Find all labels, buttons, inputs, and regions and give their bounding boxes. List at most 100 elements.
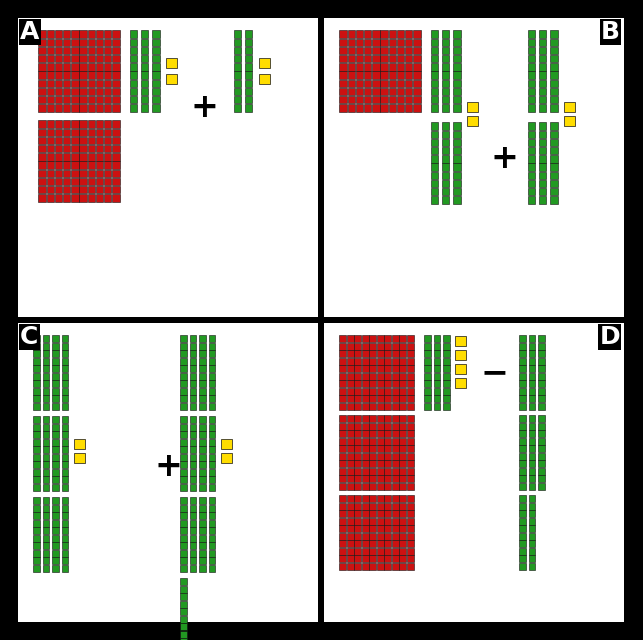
- Bar: [354, 460, 361, 467]
- Bar: [362, 372, 368, 380]
- Bar: [424, 403, 431, 410]
- Bar: [388, 71, 396, 79]
- Bar: [112, 79, 120, 87]
- Bar: [39, 30, 46, 38]
- Bar: [529, 388, 535, 395]
- Bar: [141, 88, 149, 95]
- Bar: [529, 335, 535, 342]
- Bar: [39, 79, 46, 87]
- Bar: [354, 335, 361, 342]
- Bar: [209, 469, 215, 476]
- Bar: [39, 170, 46, 177]
- Bar: [96, 129, 104, 136]
- Bar: [385, 403, 391, 410]
- Bar: [112, 71, 120, 79]
- Bar: [528, 139, 535, 146]
- Bar: [180, 550, 186, 557]
- Bar: [209, 505, 215, 511]
- Bar: [550, 88, 557, 95]
- Bar: [180, 638, 186, 640]
- Bar: [340, 438, 346, 445]
- Bar: [372, 63, 379, 70]
- Bar: [424, 358, 431, 365]
- Bar: [245, 63, 253, 70]
- Bar: [52, 497, 59, 504]
- Bar: [245, 104, 253, 111]
- Bar: [209, 335, 215, 342]
- Bar: [340, 388, 346, 395]
- Bar: [33, 535, 40, 541]
- Bar: [180, 417, 186, 423]
- Bar: [529, 343, 535, 349]
- Bar: [33, 520, 40, 527]
- Bar: [190, 527, 196, 534]
- Bar: [356, 104, 363, 111]
- Bar: [62, 565, 68, 572]
- Bar: [39, 71, 46, 79]
- Bar: [190, 358, 196, 365]
- Bar: [397, 47, 404, 54]
- Bar: [112, 178, 120, 185]
- Bar: [369, 503, 376, 509]
- Bar: [96, 137, 104, 144]
- Bar: [397, 55, 404, 63]
- Bar: [377, 503, 384, 509]
- Bar: [399, 468, 406, 475]
- Bar: [63, 104, 71, 111]
- Bar: [52, 358, 59, 365]
- Bar: [369, 335, 376, 342]
- Bar: [55, 30, 62, 38]
- Bar: [209, 373, 215, 380]
- Bar: [209, 403, 215, 410]
- Bar: [385, 563, 391, 570]
- Bar: [71, 129, 78, 136]
- Bar: [180, 609, 186, 615]
- Bar: [190, 461, 196, 468]
- Bar: [528, 163, 535, 171]
- Bar: [369, 372, 376, 380]
- Bar: [234, 88, 241, 95]
- Bar: [46, 30, 54, 38]
- Bar: [431, 147, 439, 154]
- Bar: [453, 47, 460, 54]
- Bar: [55, 71, 62, 79]
- Bar: [245, 55, 253, 62]
- Bar: [392, 483, 399, 490]
- Bar: [87, 153, 95, 161]
- Bar: [399, 365, 406, 372]
- Bar: [550, 188, 557, 195]
- Bar: [79, 129, 87, 136]
- Bar: [112, 96, 120, 104]
- Bar: [407, 532, 413, 540]
- Bar: [424, 396, 431, 402]
- Bar: [79, 186, 87, 193]
- Bar: [529, 525, 535, 532]
- Bar: [63, 129, 71, 136]
- Bar: [340, 380, 346, 387]
- Bar: [362, 423, 368, 429]
- Bar: [529, 548, 535, 555]
- Bar: [385, 460, 391, 467]
- Bar: [199, 527, 206, 534]
- Bar: [356, 63, 363, 70]
- Bar: [39, 153, 46, 161]
- Bar: [399, 563, 406, 570]
- Bar: [199, 454, 206, 461]
- Bar: [209, 527, 215, 534]
- Bar: [199, 388, 206, 395]
- Bar: [112, 47, 120, 54]
- Bar: [431, 180, 439, 187]
- Bar: [550, 38, 557, 46]
- Bar: [209, 542, 215, 549]
- Bar: [96, 30, 104, 38]
- Bar: [39, 96, 46, 104]
- Bar: [71, 194, 78, 202]
- Bar: [369, 532, 376, 540]
- Bar: [369, 343, 376, 349]
- Bar: [362, 358, 368, 365]
- Bar: [362, 380, 368, 387]
- Bar: [112, 194, 120, 202]
- Bar: [180, 373, 186, 380]
- Bar: [52, 513, 59, 519]
- Bar: [407, 350, 413, 357]
